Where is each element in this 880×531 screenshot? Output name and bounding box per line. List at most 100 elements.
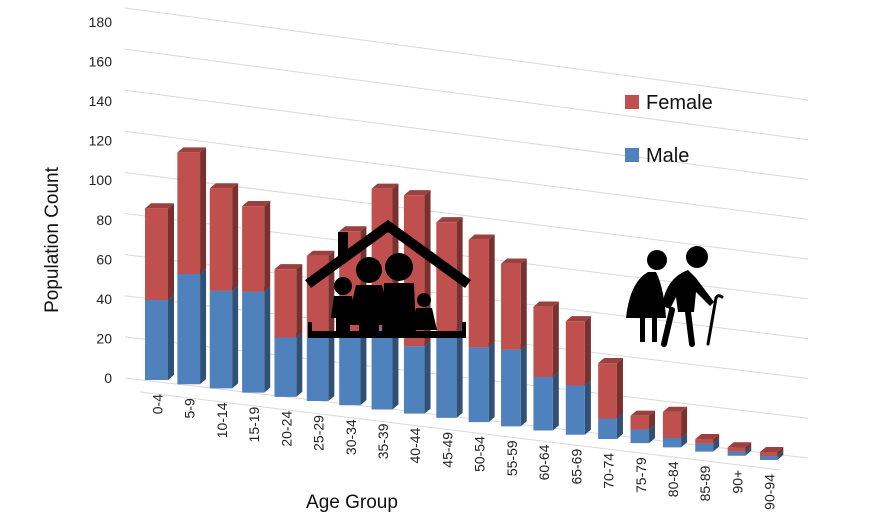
bar-male-10-14-side [232, 285, 239, 389]
gridline [124, 171, 809, 260]
legend-swatch-female [625, 95, 639, 109]
gridline [124, 89, 809, 181]
bar-female-50-54 [468, 234, 495, 348]
bar-female-60-64-top [533, 301, 559, 307]
bar-female-55-59-front [501, 263, 521, 350]
y-tick-label: 40 [96, 291, 112, 307]
x-tick-label: 35-39 [375, 423, 391, 459]
x-tick-label: 20-24 [278, 411, 294, 447]
bar-female-50-54-side [488, 234, 495, 348]
gridline [124, 48, 809, 141]
bar-male-60-64 [533, 371, 559, 431]
floor-edge [139, 391, 781, 471]
x-tick-label: 40-44 [407, 427, 423, 463]
bar-male-45-49-side [456, 327, 463, 418]
bar-male-55-59-side [520, 344, 527, 427]
bar-male-35-39-front [371, 328, 393, 410]
x-tick-label: 90+ [729, 470, 745, 494]
y-axis-ticks: 0 20 40 60 80 100 120 140 160 180 [89, 14, 113, 386]
x-tick-label: 80-84 [665, 461, 681, 497]
bar-female-65-69-front [565, 321, 585, 386]
bar-female-90-94 [760, 446, 784, 457]
bar-female-85-89-front [695, 439, 714, 444]
bar-female-85-89 [695, 434, 720, 444]
bar-male-45-49-front [436, 332, 457, 418]
bar-male-55-59 [501, 344, 527, 427]
bar-female-90+-top [727, 442, 752, 448]
bar-male-65-69-side [584, 380, 591, 435]
x-tick-label: 60-64 [536, 444, 552, 480]
bar-female-15-19 [242, 200, 271, 292]
family-house-icon [305, 219, 471, 338]
bar-female-70-74-top [598, 357, 623, 364]
bar-female-65-69 [565, 316, 591, 386]
x-tick-label: 45-49 [439, 432, 455, 468]
bar-female-90-94-front [760, 452, 778, 457]
bar-male-25-29-front [306, 337, 329, 402]
bar-female-15-19-side [264, 200, 271, 292]
legend-item-female: Female [625, 92, 713, 114]
x-tick-label: 55-59 [504, 440, 520, 476]
bar-female-75-79-front [630, 415, 650, 430]
bar-male-0-4-front [145, 300, 168, 380]
bar-female-75-79-side [649, 410, 656, 430]
bar-female-90-94-side [777, 446, 784, 457]
bar-male-40-44-side [424, 340, 431, 414]
bar-female-5-9-side [200, 147, 207, 274]
gridline [124, 254, 809, 340]
bar-female-85-89-top [695, 434, 720, 440]
bar-female-20-24-front [274, 269, 297, 338]
bar-female-0-4-front [145, 208, 168, 300]
bar-female-55-59-side [520, 258, 527, 350]
gridline [124, 130, 809, 220]
bar-male-10-14-front [209, 290, 233, 389]
bar-male-45-49 [436, 327, 463, 418]
bar-male-20-24-side [296, 332, 303, 397]
bar-male-30-34-front [339, 335, 361, 406]
x-axis-title: Age Group [306, 492, 398, 513]
bar-female-70-74 [598, 357, 623, 419]
bar-male-0-4-side [168, 294, 174, 380]
y-tick-label: 120 [89, 133, 113, 149]
bar-female-90-94-top [760, 446, 784, 453]
bar-male-75-79-side [649, 424, 656, 444]
bar-male-85-89-front [695, 443, 714, 452]
bar-female-60-64-front [533, 306, 553, 377]
bar-female-45-49 [436, 217, 463, 333]
bar-male-40-44-front [403, 346, 425, 414]
legend-label-female: Female [646, 92, 713, 114]
x-tick-label: 90-94 [762, 474, 778, 510]
x-tick-label: 65-69 [568, 449, 584, 485]
bar-male-20-24-front [274, 337, 297, 397]
bar-male-50-54-front [468, 347, 489, 423]
bar-female-85-89-side [713, 434, 720, 444]
bar-female-20-24-top [274, 264, 303, 270]
gridline [124, 295, 809, 379]
bar-female-55-59-top [501, 258, 527, 264]
bar-male-80-84-side [681, 432, 688, 448]
bar-male-90-94-side [777, 450, 784, 460]
bar-female-55-59 [501, 258, 527, 350]
bar-male-30-34-side [360, 330, 367, 406]
chart-gridlines [124, 7, 809, 471]
bar-female-20-24-side [296, 264, 303, 338]
legend-label-male: Male [646, 145, 689, 167]
x-tick-label: 50-54 [472, 436, 488, 472]
bar-male-90+-side [745, 446, 752, 456]
bar-female-90+-side [745, 442, 752, 452]
bar-female-5-9 [177, 147, 207, 274]
bar-female-80-84 [662, 406, 688, 439]
bar-female-10-14-front [209, 188, 233, 291]
bar-female-50-54-top [468, 234, 495, 240]
bar-male-10-14 [209, 285, 239, 389]
bar-female-80-84-front [662, 411, 682, 439]
y-tick-label: 160 [89, 54, 113, 70]
bar-male-80-84-front [662, 438, 682, 448]
bar-female-80-84-top [662, 406, 688, 412]
bar-female-0-4 [145, 203, 174, 300]
bar-male-5-9-side [200, 268, 207, 385]
bar-female-40-44-top [403, 190, 431, 196]
bar-male-15-19-front [242, 291, 265, 393]
bar-female-90+ [727, 442, 752, 452]
